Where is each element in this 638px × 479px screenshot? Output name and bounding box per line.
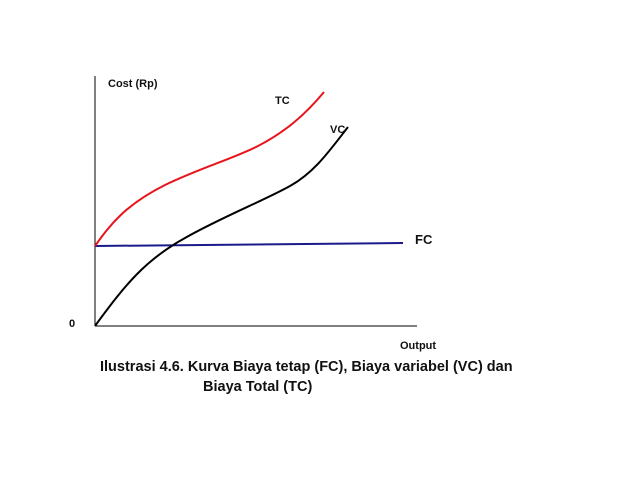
fc-curve	[94, 242, 404, 247]
tc-curve	[94, 91, 325, 247]
vc-label: VC	[330, 124, 345, 136]
origin-label: 0	[69, 318, 75, 330]
caption-line-2: Biaya Total (TC)	[203, 379, 313, 395]
fc-label: FC	[415, 232, 433, 247]
x-axis-label: Output	[400, 340, 436, 352]
caption-line-1: Ilustrasi 4.6. Kurva Biaya tetap (FC), B…	[100, 359, 513, 375]
y-axis-label: Cost (Rp)	[108, 78, 158, 90]
vc-curve	[94, 126, 349, 327]
tc-label: TC	[275, 95, 290, 107]
